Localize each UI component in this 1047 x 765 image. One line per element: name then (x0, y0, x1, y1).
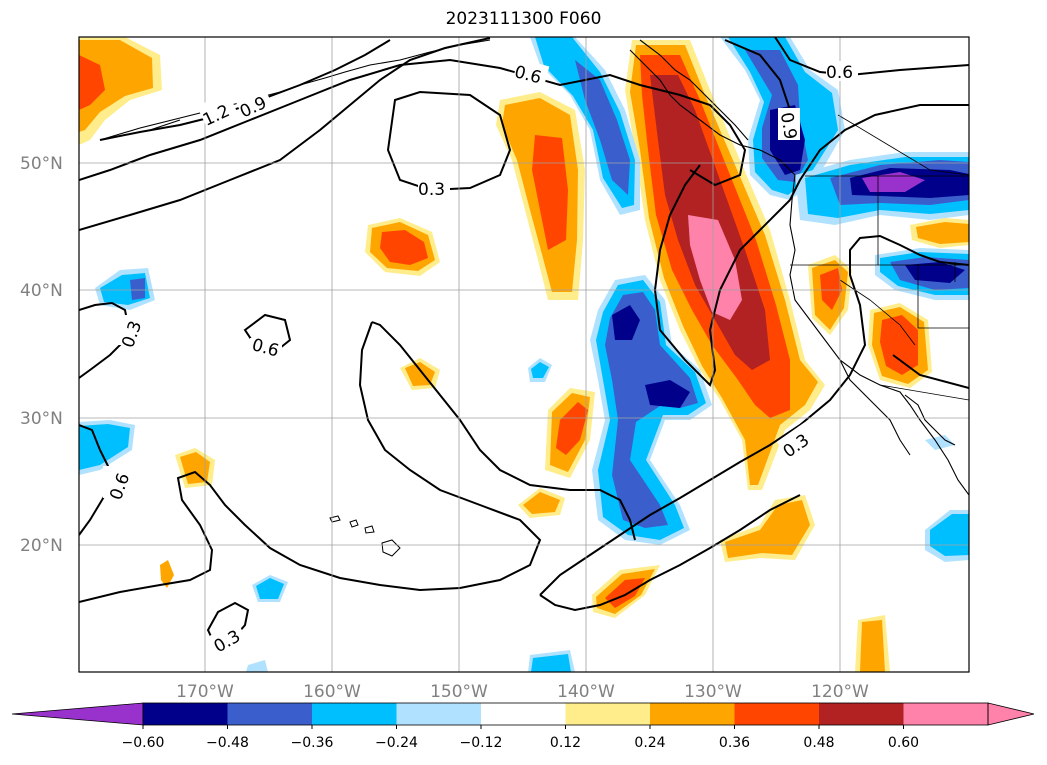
lat-label: 20°N (20, 536, 63, 556)
colorbar-segment (565, 703, 651, 725)
negative-anomaly-central (645, 380, 690, 408)
negative-anomaly-central (612, 305, 640, 340)
map-frame (78, 36, 970, 673)
colorbar-segment (819, 703, 904, 725)
colorbar-segment (481, 703, 566, 725)
contour-label-group: 1.2 0.9 0.6 0.3 0.6 0.9 0.6 0.3 0.6 0.3 … (103, 58, 858, 657)
negative-anomaly-small (531, 362, 549, 378)
colorbar: −0.60 −0.48 −0.36 −0.24 −0.12 0.12 0.24 0.36 0.4… (11, 702, 1035, 751)
positive-anomaly-band-coastal (688, 215, 742, 320)
colorbar-tick-label: 0.24 (634, 735, 665, 751)
colorbar-tick-label: 0.48 (803, 735, 834, 751)
positive-anomaly-california (820, 268, 842, 310)
lat-label: 30°N (20, 409, 63, 429)
colorbar-extend-high (987, 702, 1035, 726)
positive-anomaly-small (160, 560, 174, 588)
negative-anomaly-small (531, 654, 571, 672)
colorbar-tick-label: −0.24 (375, 735, 418, 751)
lon-label: 150°W (430, 682, 488, 702)
borders (790, 114, 969, 401)
positive-anomaly-baja (880, 315, 918, 375)
lat-label: 50°N (20, 154, 63, 174)
positive-anomaly-strip-north (532, 135, 568, 250)
contour-label: 0.9 (776, 111, 800, 141)
lon-label: 140°W (557, 682, 615, 702)
colorbar-segment (396, 703, 482, 725)
lon-label: 170°W (176, 682, 234, 702)
colorbar-tick-label: −0.12 (460, 735, 503, 751)
positive-anomaly-blob (380, 230, 428, 265)
lat-label: 40°N (20, 281, 63, 301)
colorbar-segment (734, 703, 820, 725)
colorbar-segment (903, 703, 989, 725)
negative-anomaly-west (130, 278, 145, 300)
colorbar-tick-label: 0.12 (550, 735, 581, 751)
negative-anomaly-basin (905, 262, 965, 283)
colorbar-segment (312, 703, 397, 725)
negative-anomaly-strip (575, 60, 630, 195)
positive-anomaly-30n (556, 402, 588, 455)
negative-anomaly-small (246, 660, 268, 672)
lon-label: 130°W (684, 682, 742, 702)
positive-anomaly-nw-corner (79, 40, 153, 132)
colorbar-tick-label: 0.36 (719, 735, 750, 751)
colorbar-extend-low (11, 702, 144, 726)
colorbar-tick-label: 0.60 (888, 735, 919, 751)
lon-label: 120°W (811, 682, 869, 702)
gridlines (79, 37, 969, 672)
colorbar-tick-label: −0.36 (291, 735, 334, 751)
positive-anomaly-small (523, 492, 560, 514)
coastlines (99, 39, 969, 496)
contour-label: 0.6 (826, 63, 853, 83)
colorbar-tick-label: −0.60 (122, 735, 165, 751)
contour-label: 0.3 (418, 180, 445, 200)
negative-anomaly-central (605, 292, 698, 528)
negative-anomaly-se (930, 514, 969, 556)
colorbar-tick-label: −0.48 (206, 735, 249, 751)
positive-anomaly-east-edge (916, 222, 969, 244)
positive-anomaly-small (180, 452, 210, 484)
positive-anomaly-se (725, 500, 810, 558)
positive-anomaly-bottom (860, 620, 885, 672)
negative-anomaly-small (256, 578, 284, 599)
colorbar-segment (650, 703, 735, 725)
positive-anomaly-15n (605, 578, 645, 608)
hawaiian-islands (329, 515, 401, 557)
colorbar-segment (143, 703, 228, 725)
lon-label: 160°W (303, 682, 361, 702)
negative-anomaly-west-edge (79, 424, 130, 470)
positive-anomaly-nw-corner (79, 55, 105, 110)
negative-anomaly-small (925, 435, 955, 450)
colorbar-segment (227, 703, 313, 725)
map-title: 2023111300 F060 (445, 9, 602, 29)
